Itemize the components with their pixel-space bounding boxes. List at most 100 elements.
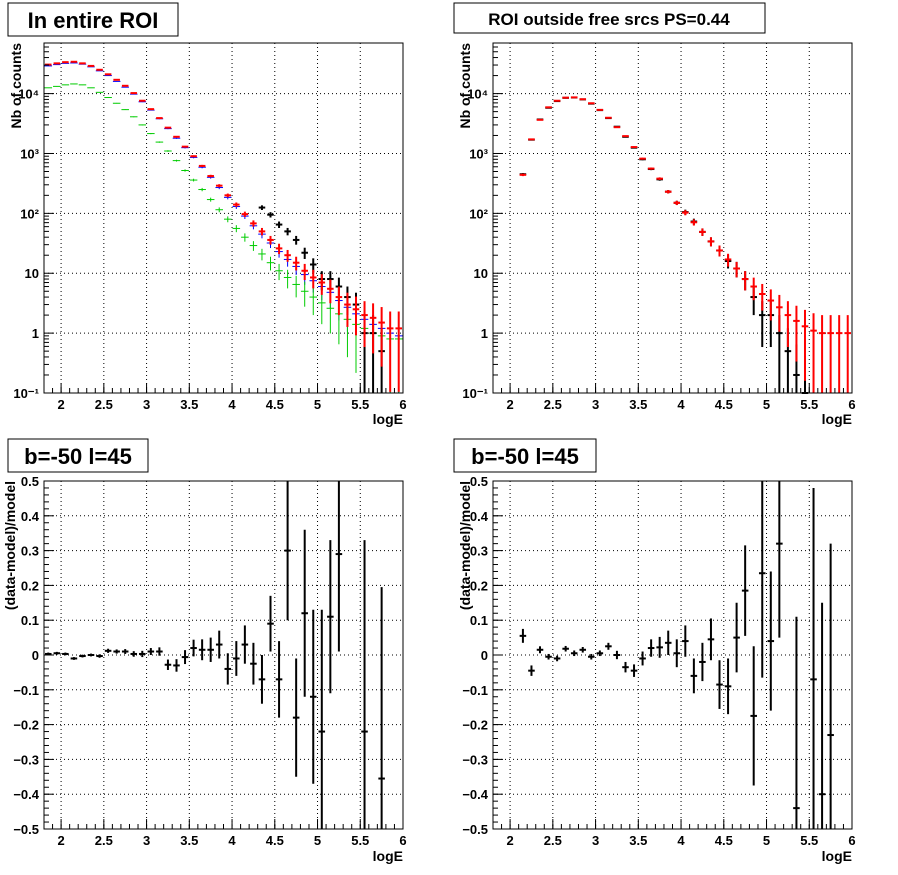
panel-3-title-box (7, 438, 149, 473)
x-tick-label: 6 (848, 397, 855, 412)
y-tick-label: 10⁻¹ (13, 386, 39, 401)
panel-4-marks (519, 481, 834, 829)
panel-1-ticks: 2 2.5 3 3.5 4 4.5 5 5.5 6 10⁻¹ 1 10 10² 10³ 10⁴ (13, 42, 407, 412)
y-tick-label: 10² (469, 206, 488, 221)
panel-4-xlabel: logE (822, 848, 852, 864)
x-tick-label: 4.5 (266, 397, 284, 412)
y-tick-label: 1 (481, 326, 488, 341)
x-tick-label: 4 (677, 833, 685, 848)
y-tick-label: −0.3 (13, 752, 39, 767)
panel-3-grid (44, 480, 404, 830)
panel-4-title-box (453, 438, 597, 473)
y-tick-label: 0.2 (470, 578, 488, 593)
x-tick-label: 3.5 (629, 833, 647, 848)
y-tick-label: −0.2 (13, 718, 39, 733)
panel-4-grid (493, 480, 853, 830)
x-tick-label: 5 (763, 397, 770, 412)
y-tick-label: −0.5 (13, 822, 39, 837)
series-green (44, 83, 403, 393)
panel-2-title: ROI outside free srcs PS=0.44 (488, 10, 730, 29)
y-tick-label: −0.1 (462, 683, 488, 698)
x-tick-label: 3.5 (629, 397, 647, 412)
panel-2-ticks: 2 2.5 3 3.5 4 4.5 5 5.5 6 10⁻¹ 1 10 10² 10³ 10⁴ (462, 42, 856, 412)
panel-4-ylabel: (data-model)/model (457, 481, 473, 610)
series-blue (44, 62, 403, 393)
x-tick-label: 4 (677, 397, 685, 412)
x-tick-label: 2.5 (95, 833, 113, 848)
panel-1-marks (44, 60, 403, 393)
y-tick-label: 0.3 (21, 544, 39, 559)
x-tick-label: 6 (399, 397, 406, 412)
y-tick-label: 10 (474, 266, 488, 281)
x-tick-label: 4.5 (715, 833, 733, 848)
y-tick-label: 0.3 (470, 544, 488, 559)
panel-2-frame (492, 42, 853, 394)
y-tick-label: −0.4 (13, 787, 39, 802)
y-tick-label: 0.4 (21, 509, 40, 524)
series-red (45, 60, 402, 392)
panel-2: ROI outside free srcs PS=0.44 2 2.5 3 3.5 4 4… (453, 2, 856, 427)
residual-series (45, 481, 385, 829)
x-tick-label: 2.5 (544, 833, 562, 848)
y-tick-label: 10⁴ (467, 87, 488, 102)
x-tick-label: 2 (506, 833, 513, 848)
panel-3-ylabel: (data-model)/model (2, 481, 18, 610)
x-tick-label: 5 (314, 833, 321, 848)
x-tick-label: 5.5 (800, 397, 818, 412)
panel-2-marks (519, 96, 851, 394)
panel-3-ticks: 2 2.5 3 3.5 4 4.5 5 5.5 6 −0.5 −0.4 −0.3 −0.2 −0.1 0 0.… (13, 474, 406, 848)
x-tick-label: 2 (506, 397, 513, 412)
panel-2-grid (493, 43, 853, 394)
x-tick-label: 3 (592, 397, 599, 412)
y-tick-label: 0.1 (470, 613, 488, 628)
panel-4: b=-50 l=45 2 2.5 3 3.5 4 4.5 5 5.5 6 −0.5 −0.4 −0.3… (453, 438, 856, 864)
y-tick-label: 10³ (20, 146, 39, 161)
y-tick-label: 0 (32, 648, 39, 663)
panel-3-title: b=-50 l=45 (24, 444, 132, 469)
panel-4-ticks: 2 2.5 3 3.5 4 4.5 5 5.5 6 −0.5 −0.4 −0.3 −0.2 −0.1 0 0.… (462, 474, 855, 848)
y-tick-label: 10² (20, 206, 39, 221)
panel-2-xlabel: logE (822, 411, 852, 427)
panel-3-frame (43, 480, 404, 830)
panel-1: In entire ROI 2 2.5 3 3.5 4 4.5 5 5.5 6 10⁻¹ 1 10 10… (7, 2, 407, 427)
x-tick-label: 4 (228, 833, 236, 848)
y-tick-label: 1 (32, 326, 39, 341)
y-tick-label: 0.5 (21, 474, 39, 489)
panel-1-title: In entire ROI (28, 8, 159, 33)
y-tick-label: 10⁻¹ (462, 386, 488, 401)
y-tick-label: −0.2 (462, 718, 488, 733)
x-tick-label: 5.5 (800, 833, 818, 848)
x-tick-label: 3 (592, 833, 599, 848)
panel-4-frame (492, 480, 853, 830)
x-tick-label: 3.5 (180, 833, 198, 848)
y-tick-label: −0.1 (13, 683, 39, 698)
y-tick-label: −0.4 (462, 787, 488, 802)
panel-2-title-box (453, 2, 766, 34)
x-tick-label: 4 (228, 397, 236, 412)
y-tick-label: −0.5 (462, 822, 488, 837)
y-tick-label: 10³ (469, 146, 488, 161)
y-tick-label: −0.3 (462, 752, 488, 767)
x-tick-label: 4.5 (715, 397, 733, 412)
x-tick-label: 2 (57, 833, 64, 848)
x-tick-label: 6 (399, 833, 406, 848)
y-tick-label: 0.5 (470, 474, 488, 489)
panel-1-frame (43, 42, 404, 394)
series-red (519, 96, 851, 393)
panel-2-ylabel: Nb of counts (457, 43, 473, 129)
y-tick-label: 0 (481, 648, 488, 663)
residual-series (519, 481, 834, 829)
panel-1-title-box (7, 2, 179, 37)
panel-3-marks (45, 481, 385, 829)
x-tick-label: 6 (848, 833, 855, 848)
y-tick-label: 10⁴ (18, 87, 39, 102)
x-tick-label: 5 (314, 397, 321, 412)
x-tick-label: 3.5 (180, 397, 198, 412)
panel-1-xlabel: logE (373, 411, 403, 427)
x-tick-label: 2.5 (95, 397, 113, 412)
x-tick-label: 2.5 (544, 397, 562, 412)
x-tick-label: 5.5 (351, 833, 369, 848)
x-tick-label: 5.5 (351, 397, 369, 412)
panel-1-ylabel: Nb of counts (8, 43, 24, 129)
panel-1-grid (44, 43, 404, 394)
